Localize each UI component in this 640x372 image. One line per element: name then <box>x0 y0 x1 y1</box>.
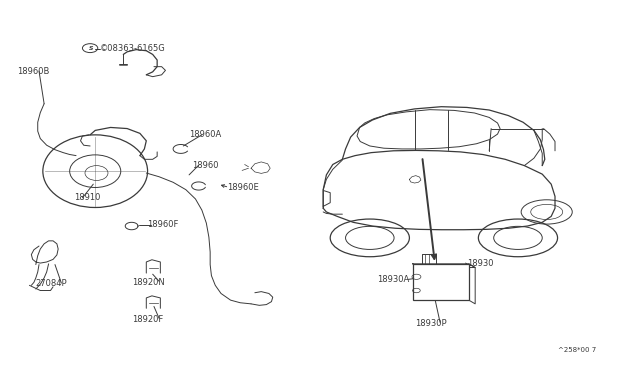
Text: 18930A: 18930A <box>378 275 410 284</box>
Text: 18910: 18910 <box>74 193 100 202</box>
Bar <box>413 264 468 300</box>
Text: 18960F: 18960F <box>148 221 179 230</box>
Text: S: S <box>88 46 93 51</box>
Text: 18960: 18960 <box>192 161 219 170</box>
Text: 18930: 18930 <box>467 259 493 267</box>
Text: 18920N: 18920N <box>132 278 164 287</box>
Text: 18920F: 18920F <box>132 315 163 324</box>
Text: 18960E: 18960E <box>227 183 259 192</box>
Text: 18960A: 18960A <box>189 129 221 139</box>
Text: ©08363-6165G: ©08363-6165G <box>100 44 165 53</box>
Text: 18930P: 18930P <box>415 320 447 328</box>
Text: ^258*00 7: ^258*00 7 <box>558 347 596 353</box>
Text: 18960B: 18960B <box>17 67 49 76</box>
Text: 27084P: 27084P <box>36 279 67 288</box>
